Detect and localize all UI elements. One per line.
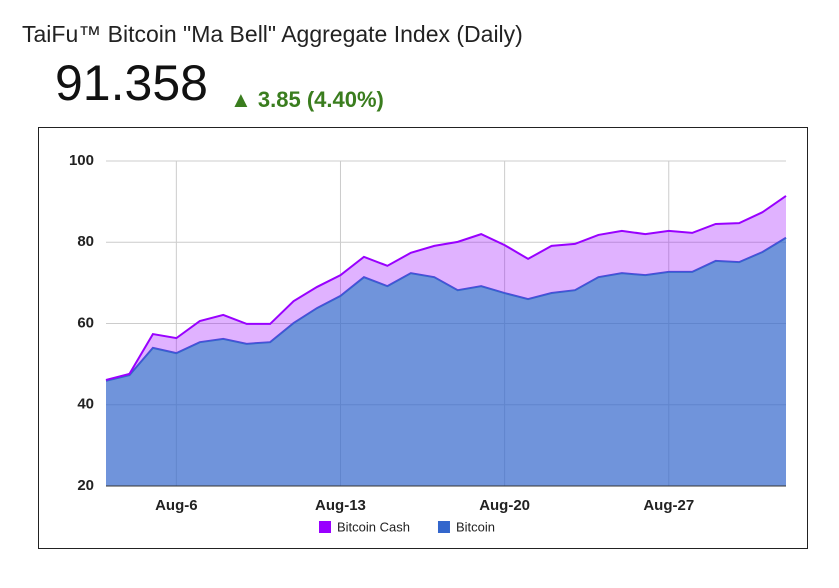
y-tick-label: 80 [77,233,94,250]
legend-label: Bitcoin Cash [337,519,410,534]
y-tick-label: 40 [77,396,94,413]
area-line [105,195,787,381]
legend-swatch [319,521,331,533]
area-line [105,236,787,382]
y-tick-label: 100 [69,152,94,169]
legend-label: Bitcoin [456,519,495,534]
x-tick-label: Aug-27 [643,497,694,514]
x-tick-label: Aug-13 [315,497,366,514]
y-tick-label: 20 [77,477,94,494]
y-tick-label: 60 [77,314,94,331]
area-fill [106,237,786,486]
chart-title: TaiFu™ Bitcoin "Ma Bell" Aggregate Index… [22,21,523,47]
legend-swatch [437,521,450,533]
headline-value: 91.358 [55,55,208,111]
x-tick-label: Aug-6 [155,497,198,514]
change: ▲ 3.85 (4.40%) [230,87,384,112]
x-tick-label: Aug-20 [479,497,530,514]
area-fill [106,195,786,381]
